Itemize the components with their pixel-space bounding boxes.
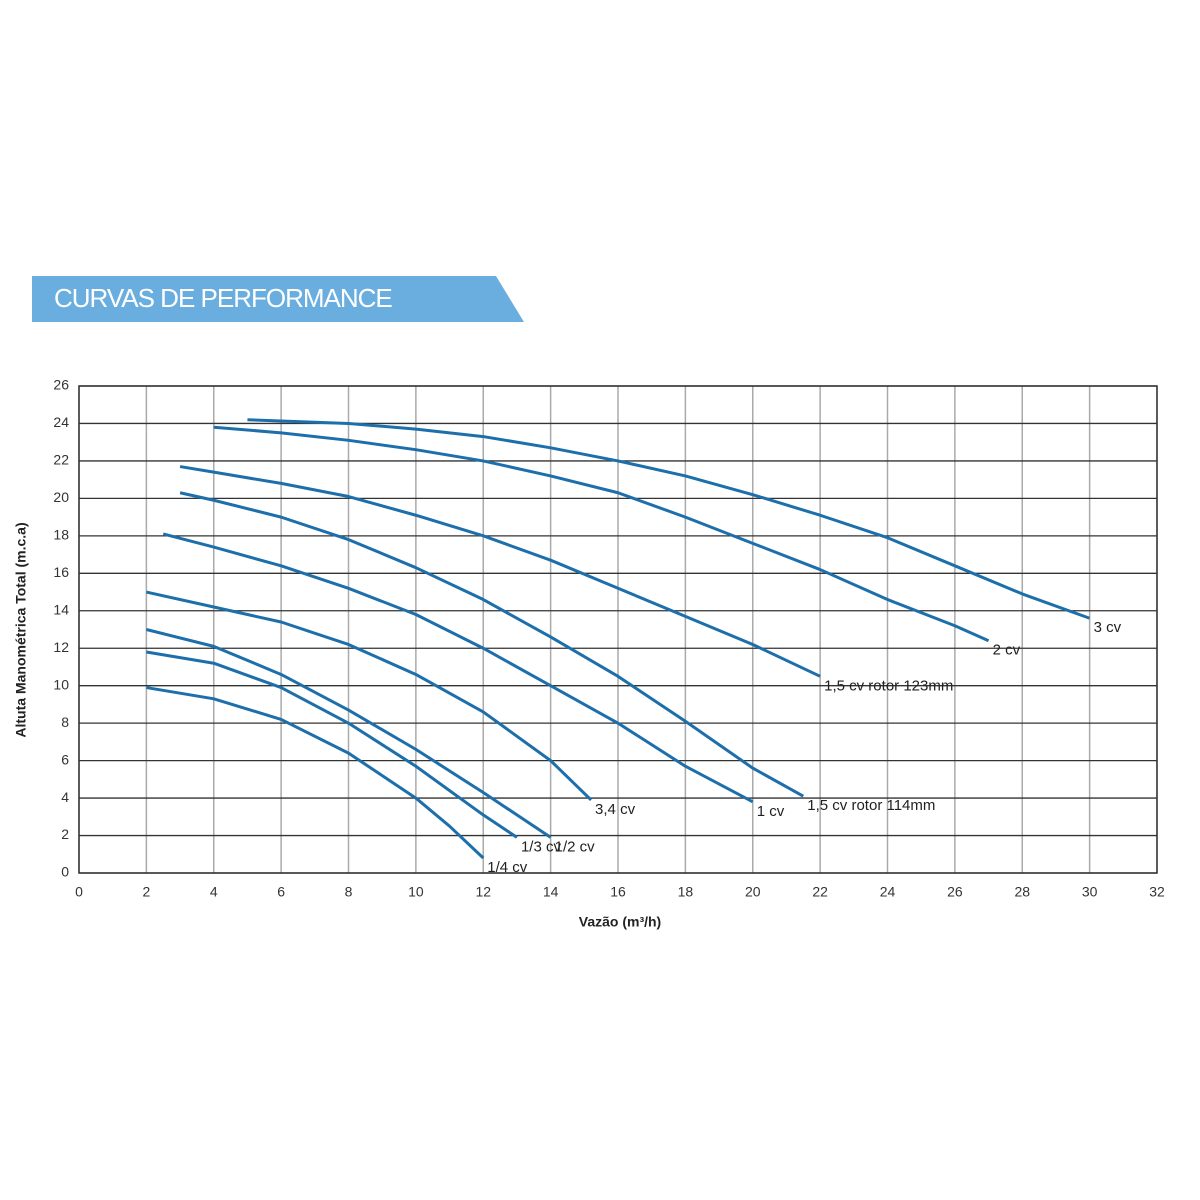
series-line <box>162 532 754 804</box>
y-tick-label: 14 <box>53 601 69 617</box>
x-tick-label: 8 <box>345 884 353 900</box>
x-tick-label: 4 <box>210 884 218 900</box>
y-tick-label: 4 <box>61 789 69 805</box>
x-tick-label: 32 <box>1149 884 1165 900</box>
y-tick-label: 20 <box>53 489 69 505</box>
x-tick-label: 18 <box>678 884 694 900</box>
series-line <box>179 491 805 798</box>
chart-title: CURVAS DE PERFORMANCE <box>54 283 392 313</box>
x-tick-label: 12 <box>475 884 491 900</box>
y-tick-label: 12 <box>53 639 69 655</box>
x-tick-label: 6 <box>277 884 285 900</box>
plot-frame <box>78 385 1158 874</box>
x-tick-label: 28 <box>1014 884 1030 900</box>
series-label: 1/2 cv <box>555 838 596 855</box>
series-label: 1/4 cv <box>487 859 528 876</box>
title-banner <box>32 276 524 322</box>
x-tick-label: 30 <box>1082 884 1098 900</box>
y-tick-label: 10 <box>53 676 69 692</box>
y-tick-label: 26 <box>53 377 69 393</box>
series-label: 1,5 cv rotor 114mm <box>807 797 935 814</box>
x-tick-label: 22 <box>812 884 828 900</box>
y-tick-label: 2 <box>61 826 69 842</box>
x-axis-label: Vazão (m³/h) <box>579 914 661 930</box>
y-tick-label: 6 <box>61 751 69 767</box>
series-line <box>179 465 821 678</box>
series-label: 2 cv <box>993 642 1021 659</box>
x-tick-label: 16 <box>610 884 626 900</box>
x-tick-label: 2 <box>142 884 150 900</box>
series-line <box>247 418 1091 620</box>
y-tick-label: 24 <box>53 414 69 430</box>
series-line <box>146 628 552 839</box>
x-tick-label: 20 <box>745 884 761 900</box>
y-tick-label: 8 <box>61 714 69 730</box>
x-tick-label: 10 <box>408 884 424 900</box>
series-line <box>146 650 518 839</box>
y-tick-label: 0 <box>61 864 69 880</box>
series-label: 1 cv <box>757 803 785 820</box>
series-line <box>213 425 990 643</box>
series-label: 1/3 cv <box>521 838 562 855</box>
x-tick-label: 24 <box>880 884 896 900</box>
series-label: 1,5 cv rotor 123mm <box>824 677 953 694</box>
x-tick-label: 0 <box>75 884 83 900</box>
series-label: 3,4 cv <box>595 801 636 818</box>
series-line <box>146 686 485 860</box>
series-label: 3 cv <box>1094 619 1122 636</box>
y-tick-label: 18 <box>53 527 69 543</box>
x-tick-label: 14 <box>543 884 559 900</box>
y-axis-label: Altuta Manométrica Total (m.c.a) <box>13 522 29 737</box>
x-tick-label: 26 <box>947 884 963 900</box>
y-tick-label: 16 <box>53 564 69 580</box>
y-tick-label: 22 <box>53 452 69 468</box>
series-line <box>146 590 593 802</box>
